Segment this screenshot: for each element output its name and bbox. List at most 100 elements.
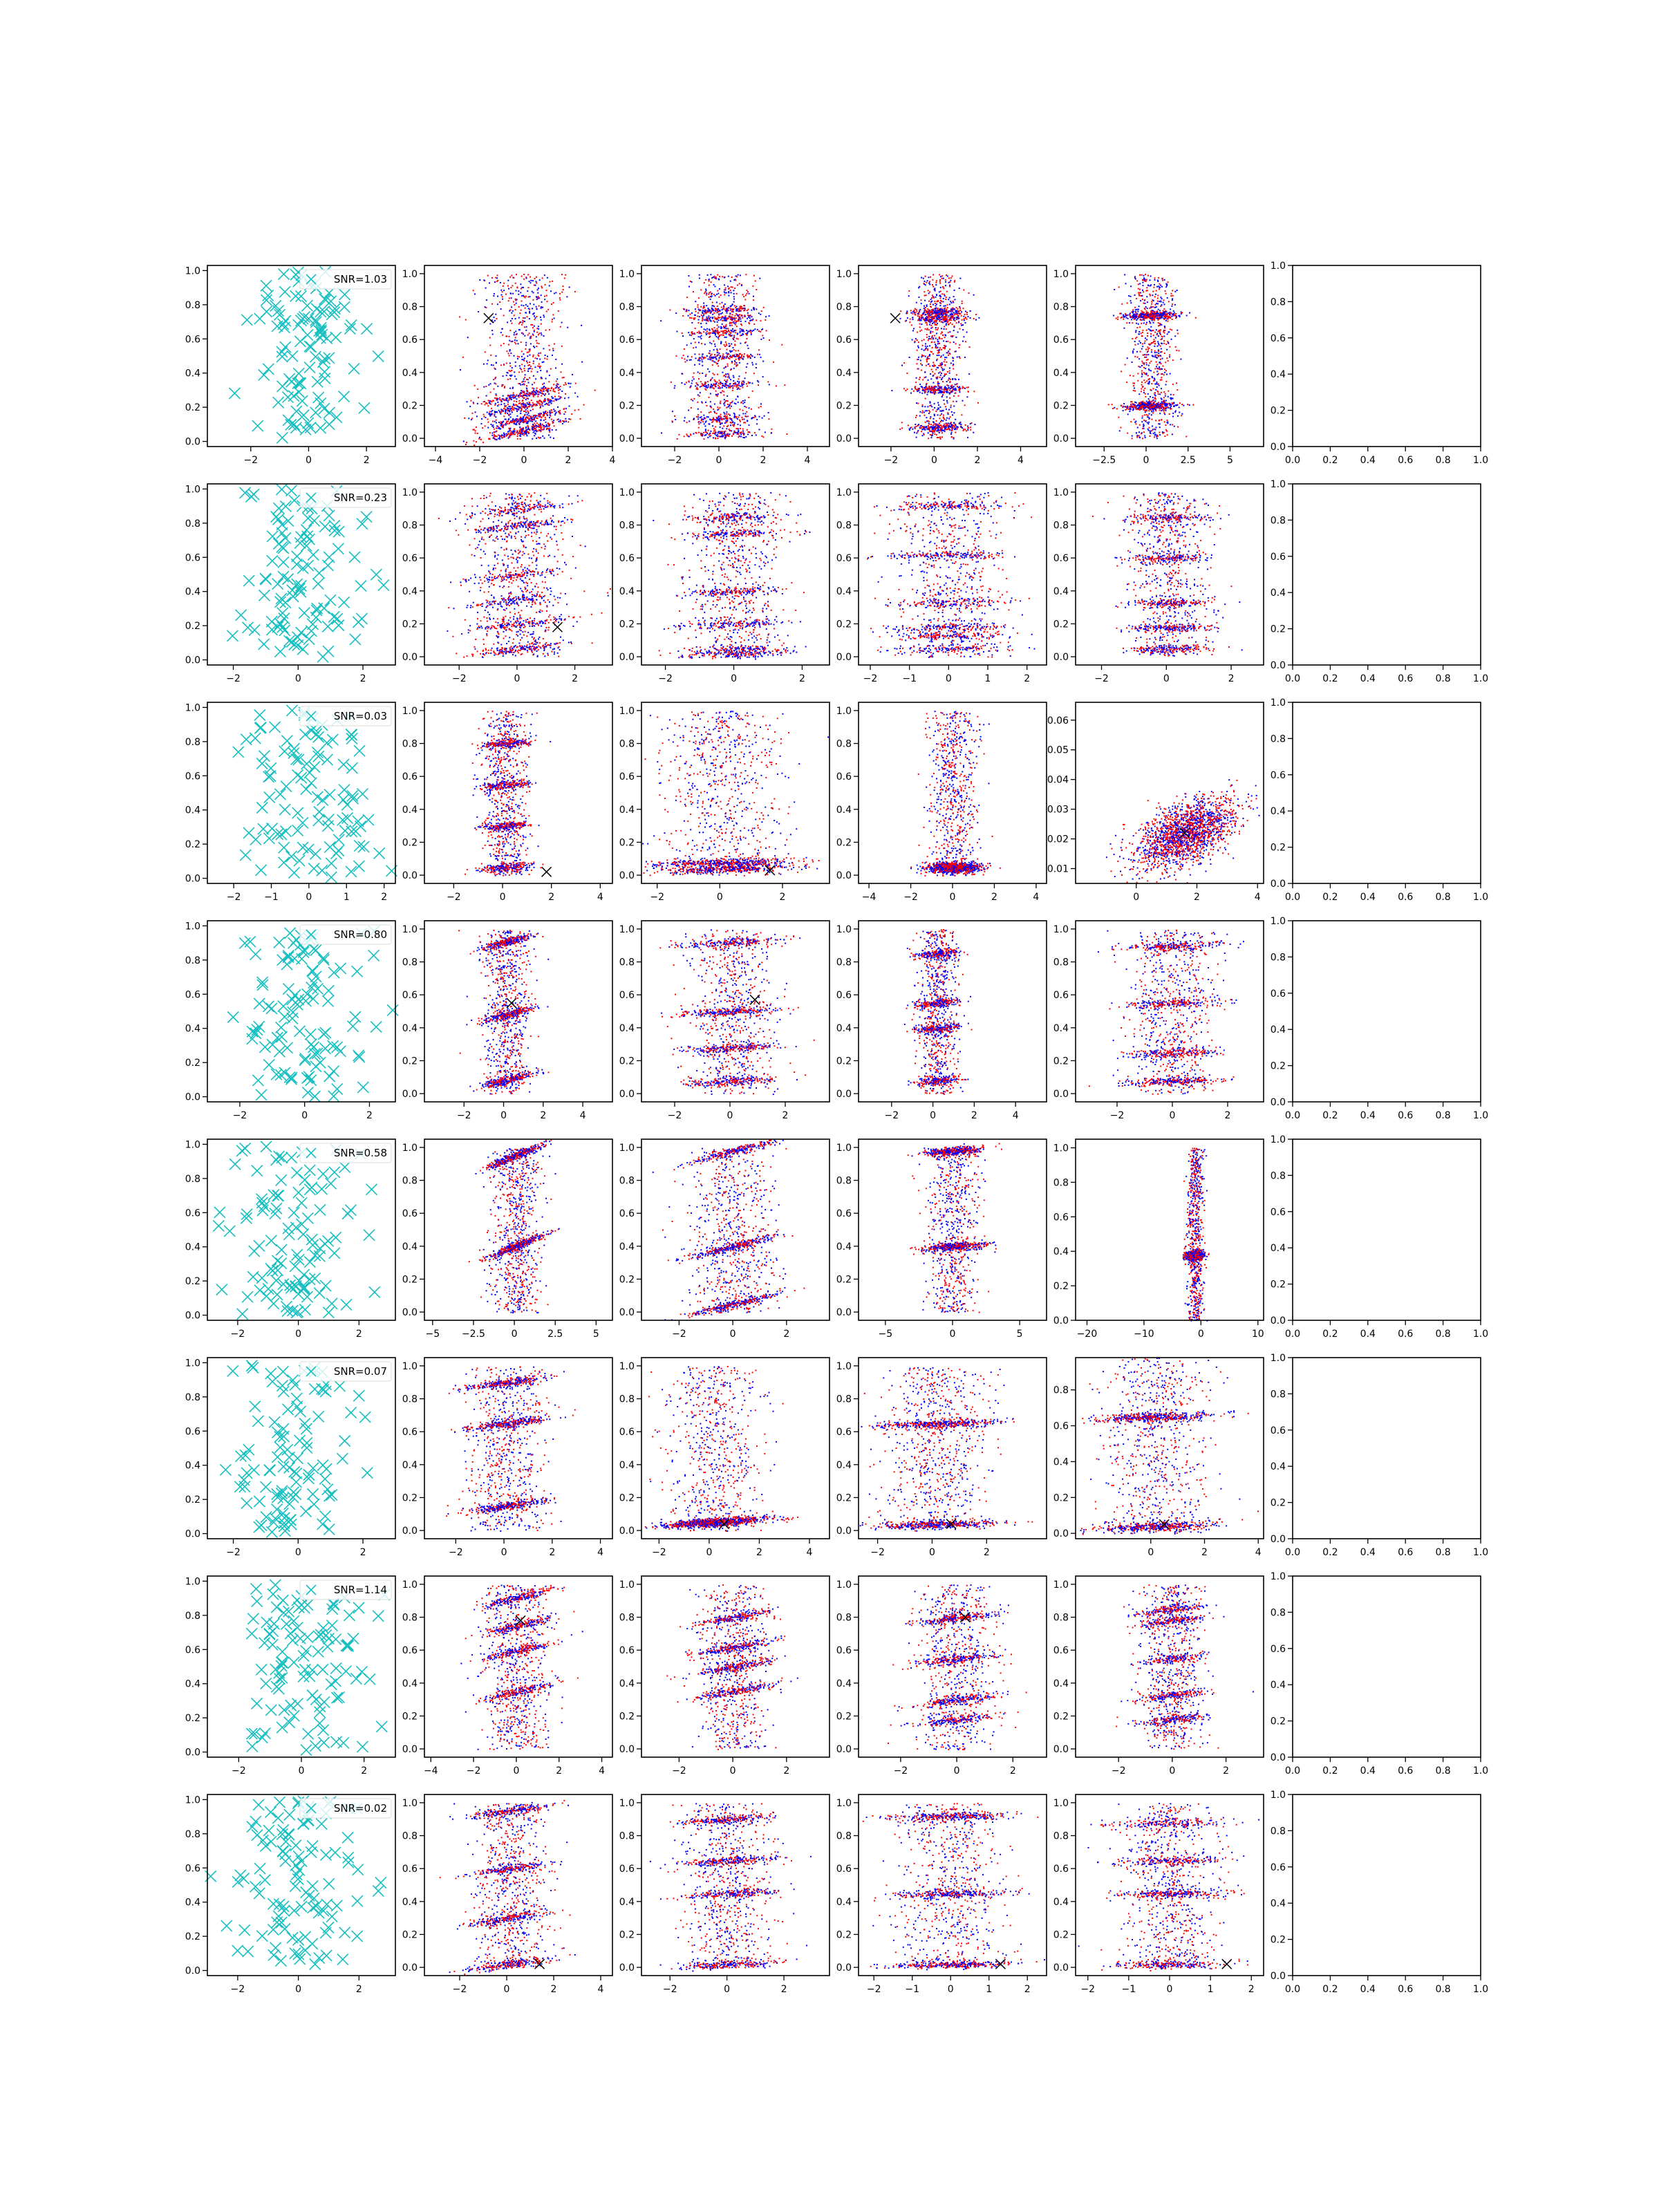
data-point [494, 281, 496, 283]
data-point [499, 422, 501, 424]
data-point [723, 391, 725, 393]
data-point [937, 327, 939, 329]
data-point [939, 356, 941, 358]
data-point [693, 317, 695, 319]
data-point [475, 441, 477, 443]
data-point [744, 437, 745, 439]
data-point [694, 314, 695, 316]
data-point [529, 303, 531, 305]
data-point [740, 306, 742, 308]
data-point [503, 435, 505, 437]
data-point [939, 386, 941, 387]
data-point [740, 385, 742, 387]
data-point [944, 337, 946, 339]
data-point [525, 418, 527, 420]
data-point [546, 402, 548, 404]
data-point [526, 420, 528, 422]
data-point [1149, 293, 1151, 295]
data-point [512, 340, 514, 342]
data-point [509, 309, 512, 311]
data-point [921, 317, 923, 319]
data-point [721, 309, 723, 310]
data-point [1165, 400, 1167, 402]
data-point [711, 307, 713, 309]
data-point [708, 396, 710, 398]
data-point [946, 315, 948, 317]
data-point [524, 377, 526, 379]
data-point [716, 355, 718, 357]
data-point [755, 363, 757, 365]
data-point [930, 431, 932, 432]
data-point [958, 378, 959, 380]
data-point [546, 301, 548, 303]
data-point [536, 430, 538, 432]
data-point [515, 407, 517, 409]
data-point [731, 420, 733, 422]
panel-r1-c2: −4 −2 0 2 40.00.20.40.60.81.0 [402, 265, 616, 466]
data-point [496, 438, 498, 440]
data-point [537, 292, 539, 294]
data-point [931, 434, 933, 436]
data-point [574, 290, 576, 292]
data-point [514, 430, 516, 432]
data-point [958, 321, 960, 324]
data-point [937, 339, 939, 341]
data-point [693, 418, 695, 420]
data-point [542, 405, 544, 407]
data-point [962, 308, 964, 310]
data-point [721, 386, 723, 388]
data-point [935, 315, 937, 317]
data-point [533, 404, 535, 406]
data-point [523, 333, 525, 335]
data-point [524, 393, 526, 395]
data-point [950, 315, 953, 317]
data-point [940, 328, 942, 330]
data-point [926, 334, 928, 335]
data-point [758, 330, 760, 332]
data-point [503, 315, 505, 317]
data-point [503, 364, 505, 366]
data-point [711, 377, 713, 379]
data-point [527, 431, 529, 433]
data-point [742, 386, 744, 388]
data-point [943, 293, 945, 295]
data-point [537, 288, 539, 290]
data-point [522, 380, 524, 382]
data-point [964, 424, 966, 426]
data-point [683, 308, 685, 310]
data-point [527, 296, 529, 298]
data-point [500, 308, 502, 310]
data-point [921, 431, 923, 433]
data-point [938, 313, 940, 315]
data-point [532, 424, 534, 426]
data-point [563, 408, 565, 410]
data-point [939, 286, 941, 288]
data-point [942, 334, 944, 336]
data-point [692, 376, 694, 378]
data-point [500, 437, 503, 439]
data-point [549, 427, 551, 429]
data-point [710, 355, 712, 356]
data-point [747, 332, 749, 334]
data-point [705, 288, 707, 290]
data-point [524, 419, 526, 421]
data-point [917, 341, 919, 344]
data-point [935, 411, 937, 412]
data-point [472, 429, 474, 431]
data-point [733, 422, 735, 424]
data-point [928, 282, 930, 284]
data-point [705, 290, 707, 292]
data-point [924, 377, 926, 379]
data-point [709, 298, 711, 300]
sample-marker [290, 268, 302, 281]
data-point [720, 415, 722, 418]
data-point [526, 351, 528, 353]
data-point [925, 386, 927, 388]
data-point [489, 438, 491, 440]
data-point [941, 369, 944, 371]
data-point [733, 380, 735, 382]
data-point [494, 420, 496, 422]
data-point [740, 285, 742, 286]
data-point [550, 401, 552, 403]
